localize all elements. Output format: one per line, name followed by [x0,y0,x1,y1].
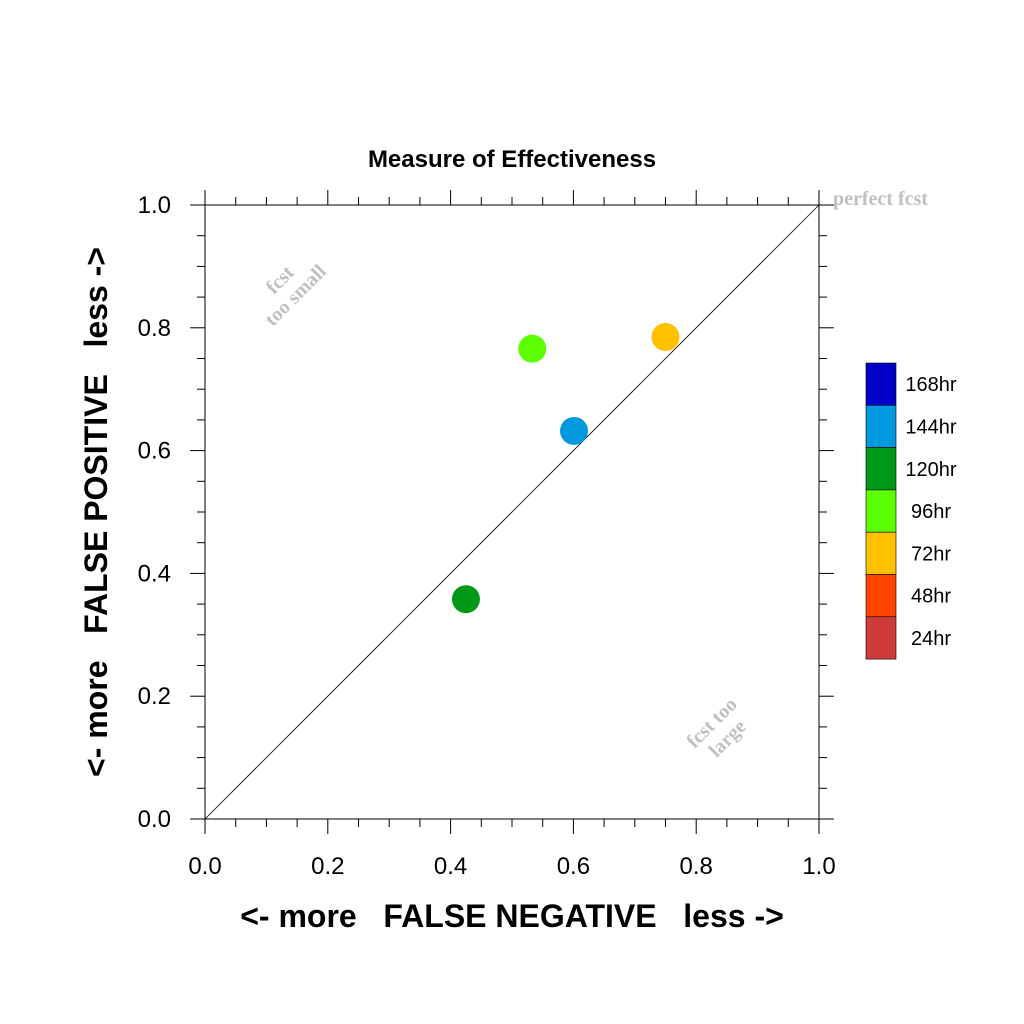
legend-swatch-144hr [865,404,897,448]
legend-swatch-72hr [865,531,897,575]
tick-marks [190,190,834,834]
legend-label-24hr: 24hr [911,628,951,650]
legend-swatch-24hr [865,616,897,660]
too-large-annotation: fcst too large [683,694,751,762]
legend-label-48hr: 48hr [911,586,951,608]
x-tick-label: 0.8 [680,853,713,880]
y-tick-label: 0.0 [138,806,171,833]
y-tick-label: 0.8 [138,315,171,342]
x-tick-label: 1.0 [802,853,835,880]
perfect-forecast-label: perfect fcst [833,188,928,210]
y-tick-labels: 0.0 0.2 0.4 0.6 0.8 1.0 [138,192,171,833]
point-144hr [560,416,589,445]
legend-label-168hr: 168hr [905,374,956,396]
data-points [451,323,680,614]
x-tick-label: 0.0 [188,853,221,880]
perfect-forecast-diagonal [204,204,820,820]
legend-label-72hr: 72hr [911,543,951,565]
y-tick-label: 0.2 [138,683,171,710]
point-72hr [651,323,680,352]
x-tick-label: 0.2 [311,853,344,880]
legend-swatch-48hr [865,574,897,618]
too-small-line2: too small [261,260,331,330]
x-tick-labels: 0.0 0.2 0.4 0.6 0.8 1.0 [188,853,835,880]
y-tick-label: 0.6 [138,438,171,465]
y-tick-label: 1.0 [138,192,171,219]
chart-title: Measure of Effectiveness [368,146,656,173]
point-96hr [518,334,547,363]
too-small-annotation: fcst too small [261,260,331,330]
x-axis-label: <- more FALSE NEGATIVE less -> [240,898,784,934]
x-tick-label: 0.4 [434,853,467,880]
y-tick-label: 0.4 [138,560,171,587]
legend-label-96hr: 96hr [911,501,951,523]
legend-label-120hr: 120hr [905,459,956,481]
legend-swatch-168hr [865,362,897,406]
legend: 168hr 144hr 120hr 96hr 72hr 48hr 24hr [865,362,957,660]
legend-swatch-96hr [865,489,897,533]
plot-axes: 0.0 0.2 0.4 0.6 0.8 1.0 0.0 0.2 0.4 0.6 0.8 1.0 [138,190,836,880]
y-axis-label: <- more FALSE POSITIVE less -> [78,247,114,777]
x-tick-label: 0.6 [557,853,590,880]
legend-label-144hr: 144hr [905,416,956,438]
point-120hr [451,585,480,614]
legend-swatch-120hr [865,447,897,491]
